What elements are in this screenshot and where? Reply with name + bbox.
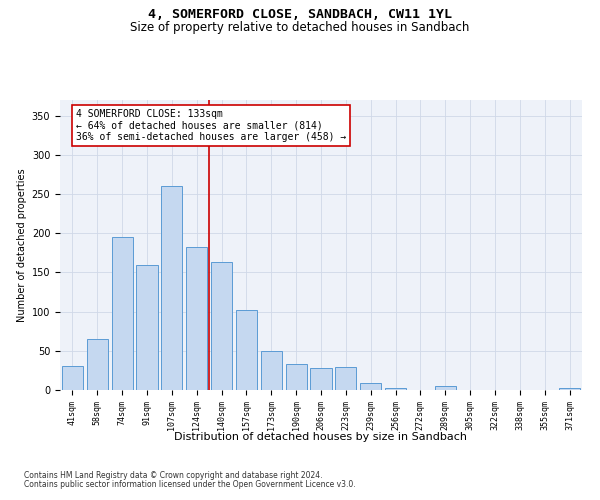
Bar — [186, 246, 207, 390]
Bar — [335, 368, 356, 390]
Bar — [559, 388, 580, 390]
Text: Distribution of detached houses by size in Sandbach: Distribution of detached houses by size … — [175, 432, 467, 442]
Text: Contains public sector information licensed under the Open Government Licence v3: Contains public sector information licen… — [24, 480, 356, 489]
Bar — [136, 264, 158, 390]
Bar — [87, 339, 108, 390]
Y-axis label: Number of detached properties: Number of detached properties — [17, 168, 28, 322]
Bar — [385, 388, 406, 390]
Bar — [236, 310, 257, 390]
Text: 4, SOMERFORD CLOSE, SANDBACH, CW11 1YL: 4, SOMERFORD CLOSE, SANDBACH, CW11 1YL — [148, 8, 452, 20]
Text: Contains HM Land Registry data © Crown copyright and database right 2024.: Contains HM Land Registry data © Crown c… — [24, 471, 323, 480]
Text: Size of property relative to detached houses in Sandbach: Size of property relative to detached ho… — [130, 21, 470, 34]
Bar — [286, 364, 307, 390]
Bar — [211, 262, 232, 390]
Bar — [161, 186, 182, 390]
Bar — [261, 351, 282, 390]
Text: 4 SOMERFORD CLOSE: 133sqm
← 64% of detached houses are smaller (814)
36% of semi: 4 SOMERFORD CLOSE: 133sqm ← 64% of detac… — [76, 108, 346, 142]
Bar — [310, 368, 332, 390]
Bar — [435, 386, 456, 390]
Bar — [62, 366, 83, 390]
Bar — [360, 383, 381, 390]
Bar — [112, 237, 133, 390]
